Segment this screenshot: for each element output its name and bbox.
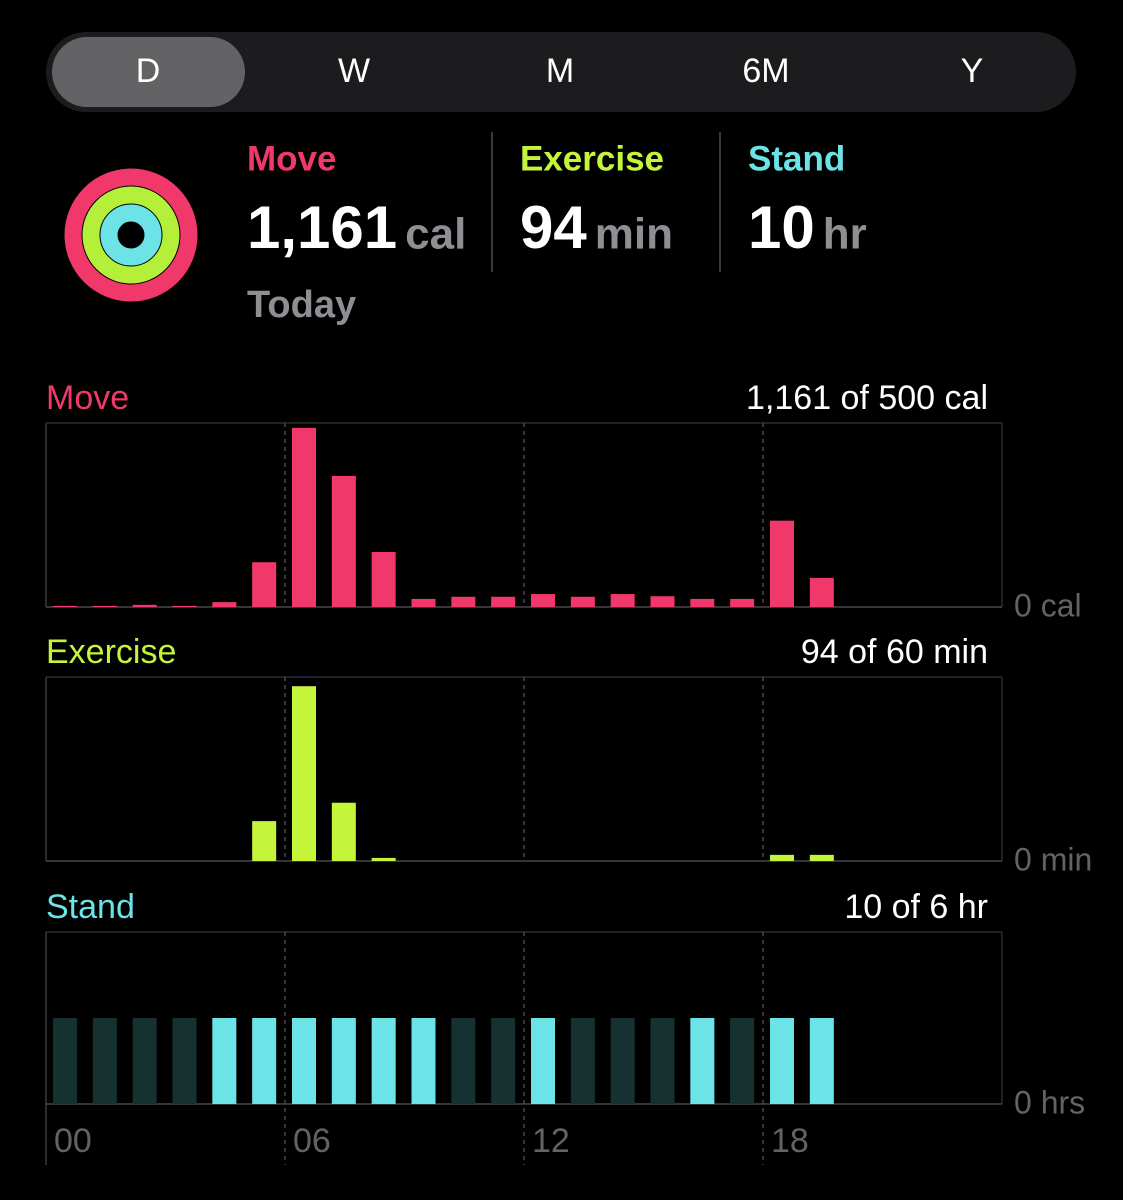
bar (650, 596, 675, 607)
bar (730, 598, 755, 607)
bar (770, 520, 794, 607)
bar (92, 605, 117, 607)
bar (212, 602, 237, 607)
bar (690, 1018, 715, 1104)
stand-track (172, 1018, 197, 1104)
activity-rings (64, 168, 198, 302)
bar (531, 594, 555, 607)
bar (809, 854, 834, 861)
exercise-ring (82, 186, 180, 284)
bar (292, 686, 316, 861)
ring-value: 94 (520, 194, 587, 261)
chart-subtitle: 1,161 of 500 cal (746, 379, 988, 417)
ring-value: 1,161 (247, 194, 397, 261)
ring-unit: hr (823, 210, 867, 259)
stand-track (451, 1018, 476, 1104)
bar (331, 1018, 356, 1104)
segment-tab[interactable]: D (136, 52, 161, 90)
bar (451, 596, 476, 607)
bar (491, 596, 516, 607)
chart-subtitle: 94 of 60 min (801, 633, 988, 671)
segmented-control (46, 32, 1076, 112)
bar (53, 605, 77, 607)
bar (252, 562, 277, 607)
stand-track (610, 1018, 635, 1104)
stand-track (92, 1018, 117, 1104)
bar (371, 1018, 396, 1104)
chart-title: Stand (46, 888, 135, 926)
x-tick-label: 00 (54, 1122, 92, 1160)
chart-title: Move (46, 379, 129, 417)
segment-tab[interactable]: Y (961, 52, 984, 90)
ring-unit: min (595, 210, 673, 259)
segment-tab[interactable]: M (546, 52, 574, 90)
selected-segment (52, 37, 245, 107)
ring-unit: cal (405, 210, 466, 259)
bar (331, 475, 356, 607)
bar (132, 604, 157, 607)
bar (809, 1018, 834, 1104)
move-ring (64, 168, 198, 302)
x-tick-label: 12 (532, 1122, 570, 1160)
segment-tab[interactable]: 6M (742, 52, 789, 90)
bar (331, 802, 356, 861)
y-tick-label: 0 cal (1014, 587, 1082, 623)
bar (531, 1018, 555, 1104)
bar (411, 598, 436, 607)
y-tick-label: 0 min (1014, 841, 1092, 877)
period-label: Today (247, 284, 356, 326)
stand-track (730, 1018, 755, 1104)
bar (610, 594, 635, 607)
bar (809, 577, 834, 607)
bar (252, 1018, 277, 1104)
stand-track (53, 1018, 77, 1104)
stand-track (132, 1018, 157, 1104)
bar (371, 857, 396, 861)
ring-value: 10 (748, 194, 815, 261)
bar (252, 821, 277, 861)
bar (411, 1018, 436, 1104)
bar (371, 551, 396, 607)
stand-track (650, 1018, 675, 1104)
y-tick-label: 0 hrs (1014, 1084, 1085, 1120)
bar (212, 1018, 237, 1104)
bar (770, 1018, 794, 1104)
stand-ring (100, 204, 162, 266)
bar (690, 598, 715, 607)
bar (172, 605, 197, 607)
chart-subtitle: 10 of 6 hr (844, 888, 988, 926)
segment-tab[interactable]: W (338, 52, 370, 90)
x-tick-label: 06 (293, 1122, 331, 1160)
bar (570, 596, 595, 607)
chart-title: Exercise (46, 633, 176, 671)
ring-title: Stand (748, 139, 845, 178)
bar (292, 427, 316, 607)
bar (770, 854, 794, 861)
bar (292, 1018, 316, 1104)
x-tick-label: 18 (771, 1122, 809, 1160)
ring-title: Move (247, 139, 336, 178)
stand-track (491, 1018, 516, 1104)
stand-track (570, 1018, 595, 1104)
ring-title: Exercise (520, 139, 664, 178)
